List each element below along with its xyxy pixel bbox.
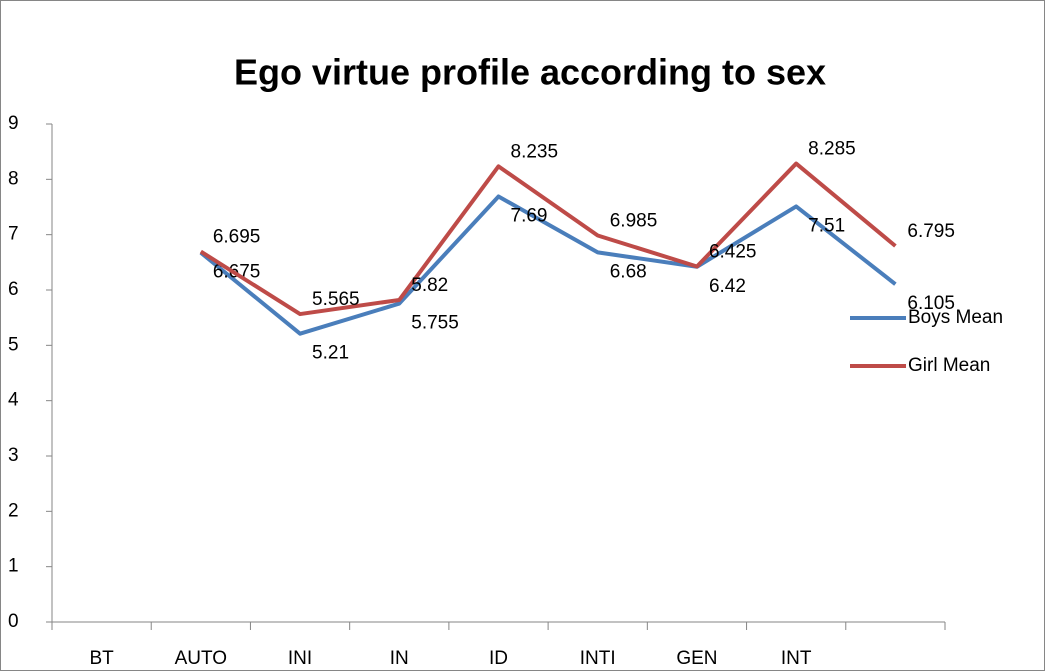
data-label: 8.235 [511,141,559,162]
line-series [199,161,897,317]
data-label: 6.42 [709,276,746,297]
data-label: 5.21 [312,343,349,364]
data-label: 6.795 [907,221,955,242]
y-tick-label: 1 [8,556,19,577]
y-tick-label: 2 [8,500,19,521]
x-tick-label: ID [489,648,508,669]
data-label: 6.105 [907,293,955,314]
legend-label: Boys Mean [908,307,1003,328]
data-label: 8.285 [808,139,856,160]
x-tick-label: GEN [676,648,717,669]
y-tick-label: 9 [8,113,19,134]
y-tick-label: 0 [8,611,19,632]
chart-title: Ego virtue profile according to sex [234,52,826,93]
x-tick-label: IN [390,648,409,669]
data-label: 6.68 [610,261,647,282]
x-tick-label: INT [781,648,812,669]
legend-label: Girl Mean [908,355,990,376]
x-tick-label: BT [89,648,114,669]
x-tick-label: INTI [580,648,616,669]
y-tick-label: 3 [8,445,19,466]
y-tick-label: 5 [8,334,19,355]
x-tick-label: INI [288,648,312,669]
y-tick-label: 6 [8,279,19,300]
y-tick-label: 8 [8,168,19,189]
y-tick-label: 4 [8,390,19,411]
data-label: 5.565 [312,289,360,310]
x-tick-label: AUTO [175,648,227,669]
data-label: 6.425 [709,241,757,262]
data-label: 5.82 [411,275,448,296]
data-label: 6.985 [610,211,658,232]
line-series [199,194,897,336]
data-label: 7.51 [808,215,845,236]
data-label: 6.695 [213,227,261,248]
y-tick-label: 7 [8,224,19,245]
data-label: 5.755 [411,313,459,334]
data-label: 7.69 [511,206,548,227]
